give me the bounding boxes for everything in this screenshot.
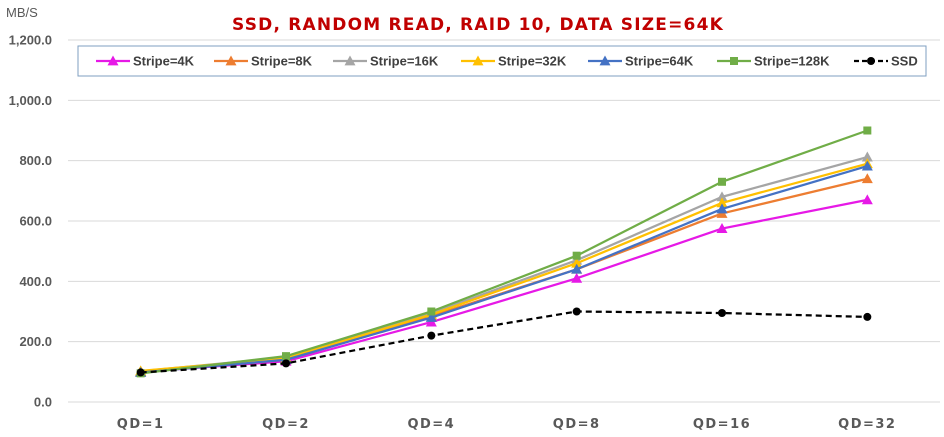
y-tick-label: 800.0 <box>19 153 52 168</box>
series-stripe-8k <box>135 173 873 377</box>
data-point <box>427 331 436 340</box>
legend-item: Stripe=128K <box>717 54 830 69</box>
data-point <box>861 194 873 205</box>
data-point <box>861 160 873 171</box>
y-tick-label: 200.0 <box>19 334 52 349</box>
legend-item: Stripe=32K <box>461 54 567 69</box>
chart-title: SSD, RANDOM READ, RAID 10, DATA SIZE=64K <box>232 15 724 35</box>
data-point <box>425 312 437 322</box>
y-tick-label: 0.0 <box>34 395 52 410</box>
legend-marker <box>344 55 356 66</box>
legend-marker <box>225 55 237 66</box>
series-line <box>140 310 868 374</box>
data-point <box>863 126 872 135</box>
series-ssd <box>136 307 872 377</box>
series-line <box>140 165 868 374</box>
x-tick-label: QD=8 <box>553 417 601 432</box>
data-point <box>718 309 726 318</box>
data-point <box>282 352 290 361</box>
x-tick-label: QD=4 <box>407 417 455 432</box>
series-line <box>140 198 868 373</box>
data-point <box>861 151 873 162</box>
data-point <box>863 312 872 321</box>
legend-item: Stripe=8K <box>214 54 313 69</box>
legend-label: Stripe=4K <box>133 54 195 69</box>
legend: Stripe=4K Stripe=8K Stripe=16K Stripe=32K St… <box>77 45 927 77</box>
y-tick-label: 1,200.0 <box>9 33 52 48</box>
y-tick-label: 400.0 <box>19 274 52 289</box>
legend-item: SSD <box>854 54 918 69</box>
y-axis-label: MB/S <box>6 5 38 20</box>
series-line <box>140 177 868 373</box>
legend-marker <box>107 55 119 66</box>
series-stripe-128k <box>136 126 872 378</box>
data-point <box>427 307 436 316</box>
data-point <box>861 173 873 184</box>
legend-label: Stripe=128K <box>754 54 830 69</box>
series-stripe-32k <box>135 158 873 376</box>
series-stripe-4k <box>135 194 873 377</box>
legend-item: Stripe=64K <box>588 54 694 69</box>
legend-label: Stripe=16K <box>370 54 439 69</box>
data-point <box>718 177 726 186</box>
data-point <box>716 191 728 202</box>
data-point <box>716 197 728 208</box>
x-tick-label: QD=2 <box>262 417 310 432</box>
legend-item: Stripe=16K <box>333 54 439 69</box>
legend-label: Stripe=64K <box>625 54 694 69</box>
series-line <box>140 162 868 373</box>
legend-marker <box>599 55 611 66</box>
data-point <box>571 263 583 274</box>
x-tick-label: QD=1 <box>117 417 165 432</box>
legend-label: Stripe=8K <box>251 54 313 69</box>
y-tick-label: 1,000.0 <box>9 93 52 108</box>
legend-item: Stripe=4K <box>96 54 195 69</box>
series-line <box>140 129 868 375</box>
data-point <box>716 223 728 233</box>
series-group <box>135 126 873 378</box>
y-tick-label: 600.0 <box>19 214 52 229</box>
data-point <box>716 203 728 214</box>
data-point <box>571 257 583 268</box>
data-point <box>282 359 290 368</box>
gridlines <box>68 39 940 403</box>
series-line <box>140 155 868 373</box>
x-tick-label: QD=16 <box>693 417 751 432</box>
legend-label: SSD <box>891 54 918 69</box>
legend-marker <box>472 55 484 66</box>
data-point <box>572 307 581 316</box>
x-axis-ticks: QD=1 QD=2 QD=4 QD=8 QD=16 QD=32 <box>117 417 896 432</box>
data-point <box>572 251 581 260</box>
legend-marker <box>867 57 875 65</box>
legend-label: Stripe=32K <box>498 54 567 69</box>
data-point <box>571 272 583 283</box>
data-point <box>136 368 145 377</box>
y-axis-ticks: 0.0 200.0 400.0 600.0 800.0 1,000.0 1,200.0 <box>9 33 52 410</box>
x-tick-label: QD=32 <box>838 417 896 432</box>
legend-marker <box>730 57 738 65</box>
